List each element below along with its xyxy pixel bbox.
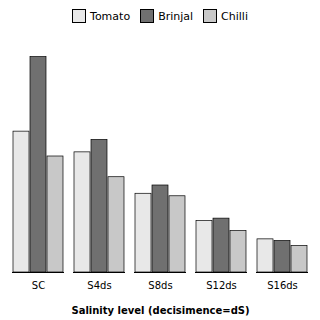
svg-text:Salinity level (decisimence=dS: Salinity level (decisimence=dS) [71, 305, 249, 316]
svg-text:S12ds: S12ds [206, 280, 237, 291]
html-text:Chilli: Chilli [221, 9, 248, 23]
svg-text:S8ds: S8ds [148, 280, 172, 291]
html-text:Tomato: Tomato [90, 9, 131, 23]
html-text:Brinjal: Brinjal [158, 9, 194, 23]
svg-text:S4ds: S4ds [87, 280, 111, 291]
svg-text:SC: SC [32, 280, 45, 291]
svg-text:S16ds: S16ds [267, 280, 298, 291]
